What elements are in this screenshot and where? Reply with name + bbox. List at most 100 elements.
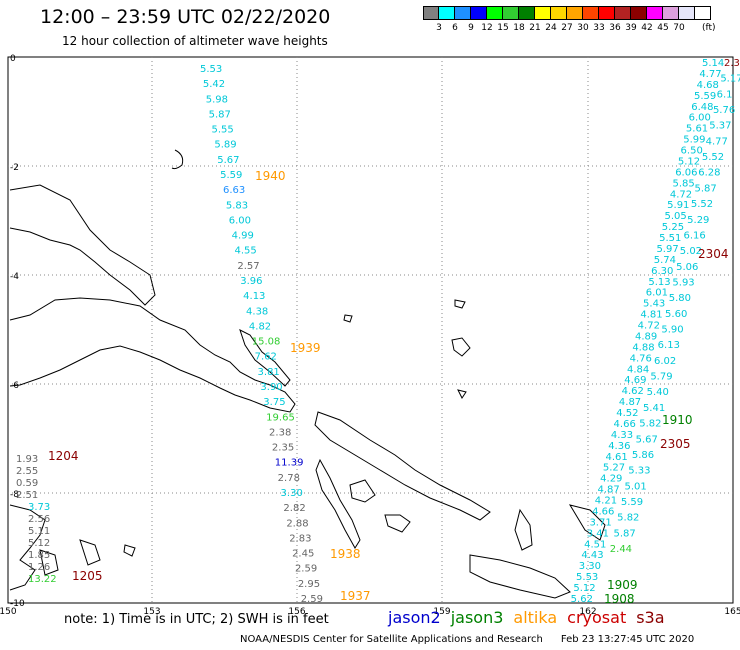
swh-reading: 5.43 xyxy=(643,299,665,310)
legend-swatch xyxy=(423,6,439,20)
swh-reading: 0.59 xyxy=(16,478,38,489)
swh-reading: 5.12 xyxy=(678,156,700,167)
y-tick-label: -4 xyxy=(10,272,19,282)
swh-reading: 5.11 xyxy=(28,526,50,537)
color-legend: 3 6 9 12 15 18 21 24 27 30 33 36 39 42 45 70 (ft) xyxy=(423,6,716,33)
legend-label: 24 xyxy=(545,23,557,33)
legend-swatch xyxy=(519,6,535,20)
swh-reading: 2.83 xyxy=(289,533,311,544)
pass-label-1938: 1938 xyxy=(330,547,361,561)
swh-reading: 5.93 xyxy=(672,277,694,288)
legend-swatch xyxy=(615,6,631,20)
pass-label-1939: 1939 xyxy=(290,341,321,355)
swh-reading: 5.59 xyxy=(220,170,242,181)
footer-note: note: 1) Time is in UTC; 2) SWH is in fe… xyxy=(64,612,329,627)
swh-reading: 2.45 xyxy=(292,549,314,560)
legend-swatch xyxy=(695,6,711,20)
swh-reading: 4.82 xyxy=(249,321,271,332)
swh-reading: 1.85 xyxy=(28,550,50,561)
swh-reading: 6.00 xyxy=(689,113,711,124)
swh-reading: 4.77 xyxy=(706,136,728,147)
swh-reading: 1.93 xyxy=(16,454,38,465)
grid-lines xyxy=(8,57,733,603)
swh-reading: 1.26 xyxy=(28,562,50,573)
swh-reading: 5.12 xyxy=(573,583,595,594)
legend-label: 30 xyxy=(577,23,589,33)
footer-timestamp: Feb 23 13:27:45 UTC 2020 xyxy=(560,634,695,645)
swh-reading: 5.61 xyxy=(686,124,708,135)
swh-reading: 2.95 xyxy=(298,579,320,590)
swh-reading: 4.81 xyxy=(640,310,662,321)
pass-label-1205: 1205 xyxy=(72,569,103,583)
swh-reading: 6.06 xyxy=(675,167,697,178)
swh-reading: 5.79 xyxy=(650,372,672,383)
swh-reading: 4.69 xyxy=(624,375,646,386)
swh-reading: 5.02 xyxy=(680,246,702,257)
pass-label-2305: 2305 xyxy=(660,437,691,451)
swh-reading: 5.01 xyxy=(625,481,647,492)
swh-reading: 6.13 xyxy=(658,340,680,351)
swh-reading: 4.29 xyxy=(600,474,622,485)
swh-reading: 4.87 xyxy=(597,485,619,496)
swh-reading: 5.12 xyxy=(28,538,50,549)
legend-label: 18 xyxy=(513,23,525,33)
swh-reading: 4.89 xyxy=(635,331,657,342)
swh-reading: 5.86 xyxy=(632,450,654,461)
swh-reading: 4.52 xyxy=(616,408,638,419)
legend-label: 45 xyxy=(657,23,669,33)
legend-swatch xyxy=(487,6,503,20)
x-tick-label: 153 xyxy=(143,607,160,617)
y-tick-label: -6 xyxy=(10,381,19,391)
swh-reading: 4.61 xyxy=(606,452,628,463)
x-tick-label: 162 xyxy=(579,607,596,617)
swh-reading: 2.38 xyxy=(269,427,291,438)
legend-label: 42 xyxy=(641,23,653,33)
legend-swatch xyxy=(455,6,471,20)
footer-credit: NOAA/NESDIS Center for Satellite Applica… xyxy=(240,634,694,645)
swh-reading: 5.17 xyxy=(720,74,740,85)
swh-reading: 5.40 xyxy=(647,387,669,398)
swh-reading: 5.91 xyxy=(667,200,689,211)
swh-reading: 6.48 xyxy=(691,102,713,113)
satellite-jason3: jason3 xyxy=(450,608,504,627)
swh-reading: 3.96 xyxy=(240,276,262,287)
legend-swatch xyxy=(471,6,487,20)
swh-reading: 4.36 xyxy=(608,441,630,452)
swh-reading: 5.99 xyxy=(683,135,705,146)
swh-reading: 5.37 xyxy=(709,121,731,132)
swh-reading: 5.67 xyxy=(217,155,239,166)
map-subtitle: 12 hour collection of altimeter wave hei… xyxy=(62,34,328,48)
x-tick-label: 159 xyxy=(433,607,450,617)
swh-reading: 3.30 xyxy=(579,561,601,572)
legend-label: 36 xyxy=(609,23,621,33)
swh-reading: 4.51 xyxy=(584,539,606,550)
legend-swatch xyxy=(551,6,567,20)
legend-label: 15 xyxy=(497,23,509,33)
swh-reading: 5.41 xyxy=(643,403,665,414)
swh-reading: 2.55 xyxy=(16,466,38,477)
swh-reading: 4.38 xyxy=(246,306,268,317)
swh-reading: 5.87 xyxy=(209,109,231,120)
swh-reading: 4.87 xyxy=(619,397,641,408)
swh-reading: 6.28 xyxy=(698,168,720,179)
legend-label: 6 xyxy=(452,23,458,33)
swh-reading: 4.33 xyxy=(611,430,633,441)
pass-label-1910: 1910 xyxy=(662,413,693,427)
credit-text: NOAA/NESDIS Center for Satellite Applica… xyxy=(240,634,543,645)
legend-swatch xyxy=(503,6,519,20)
swh-reading: 5.80 xyxy=(669,293,691,304)
swh-reading: 4.72 xyxy=(670,189,692,200)
swh-reading: 5.13 xyxy=(648,277,670,288)
pass-label-1937: 1937 xyxy=(340,589,371,603)
map-frame xyxy=(7,56,734,604)
legend-swatch xyxy=(647,6,663,20)
x-tick-label: 150 xyxy=(0,607,17,617)
satellite-s3a: s3a xyxy=(636,608,665,627)
swh-reading: 2.44 xyxy=(610,544,632,555)
wave-height-readings: 5.53 5.42 5.98 5.87 5.55 5.89 5.67 5.59 6.63 5.83… xyxy=(16,58,740,605)
swh-reading: 4.66 xyxy=(592,506,614,517)
swh-reading: 3.73 xyxy=(28,502,50,513)
swh-reading: 5.90 xyxy=(661,325,683,336)
swh-reading: 5.52 xyxy=(691,199,713,210)
swh-reading: 15.08 xyxy=(252,337,281,348)
